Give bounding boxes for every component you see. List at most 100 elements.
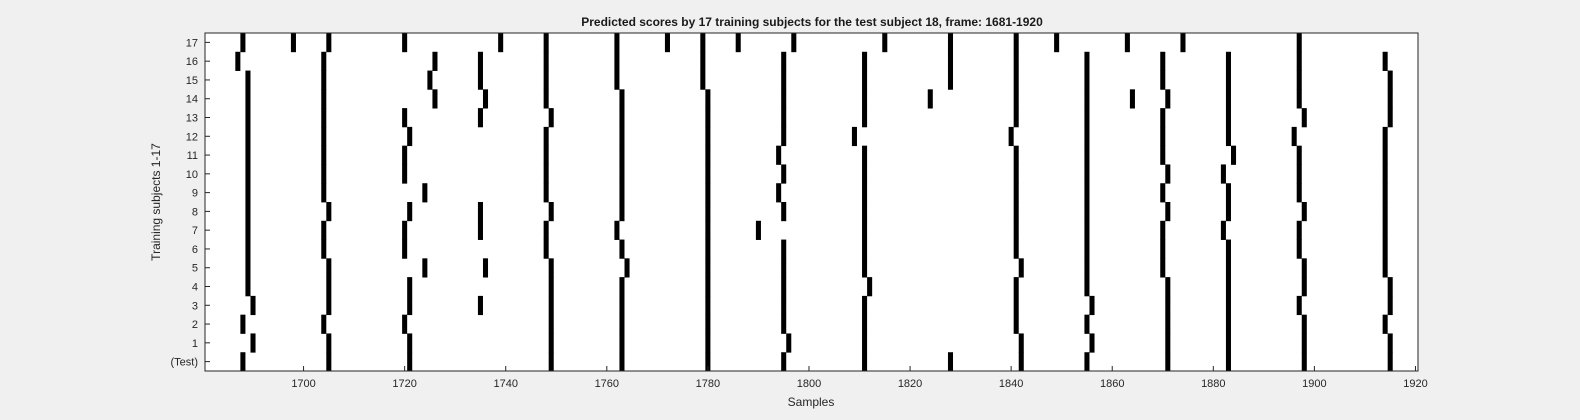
score-mark — [245, 145, 251, 165]
score-mark — [321, 183, 327, 203]
score-mark — [245, 239, 251, 259]
score-mark — [1231, 145, 1237, 165]
score-mark — [862, 239, 868, 259]
score-mark — [619, 126, 625, 147]
score-mark — [245, 126, 251, 147]
score-mark — [705, 295, 711, 316]
score-mark — [867, 277, 873, 297]
score-mark — [1382, 164, 1388, 184]
score-mark — [862, 164, 868, 184]
y-tick-label: 1 — [192, 338, 198, 350]
score-mark — [1084, 352, 1090, 372]
score-mark — [619, 145, 625, 165]
x-tick-label: 1800 — [797, 378, 821, 390]
chart-marks — [235, 33, 1393, 372]
score-mark — [1084, 126, 1090, 147]
score-mark — [1296, 239, 1302, 259]
score-mark — [1296, 51, 1302, 71]
score-mark — [705, 108, 711, 128]
score-mark — [862, 352, 868, 372]
y-tick-label: 9 — [192, 188, 198, 200]
y-tick-label: 4 — [192, 282, 198, 294]
score-mark — [1160, 239, 1166, 259]
score-mark — [543, 51, 549, 71]
y-tick-label: 8 — [192, 206, 198, 218]
score-mark — [1301, 352, 1307, 372]
score-mark — [1225, 183, 1231, 203]
score-mark — [862, 333, 868, 353]
score-mark — [1301, 108, 1307, 128]
x-tick-label: 1860 — [1100, 378, 1124, 390]
score-mark — [245, 70, 251, 90]
score-mark — [1165, 352, 1171, 372]
score-mark — [1013, 202, 1019, 222]
score-mark — [1054, 33, 1060, 53]
score-mark — [402, 33, 408, 53]
score-mark — [619, 277, 625, 297]
score-mark — [776, 183, 782, 203]
score-mark — [755, 220, 761, 240]
score-mark — [1084, 202, 1090, 222]
score-mark — [862, 89, 868, 109]
score-mark — [862, 258, 868, 278]
y-tick-label: 6 — [192, 244, 198, 256]
score-mark — [543, 145, 549, 165]
score-mark — [235, 51, 241, 71]
score-mark — [781, 277, 787, 297]
y-tick-label: 16 — [186, 56, 198, 68]
score-mark — [781, 108, 787, 128]
x-tick-label: 1920 — [1403, 378, 1427, 390]
score-mark — [1013, 164, 1019, 184]
score-mark — [1382, 145, 1388, 165]
score-mark — [321, 220, 327, 240]
score-mark — [482, 258, 489, 278]
score-mark — [498, 33, 504, 53]
score-mark — [781, 126, 787, 147]
score-mark — [781, 89, 787, 109]
score-mark — [1160, 108, 1166, 128]
plot-area — [205, 33, 1418, 371]
score-mark — [781, 51, 787, 71]
score-mark — [1165, 295, 1171, 316]
score-mark — [614, 33, 620, 53]
score-mark — [1382, 126, 1388, 147]
score-mark — [781, 295, 787, 316]
score-mark — [1013, 220, 1019, 240]
score-mark — [1382, 202, 1388, 222]
score-mark — [1382, 220, 1388, 240]
score-mark — [477, 295, 483, 316]
score-mark — [862, 145, 868, 165]
score-mark — [548, 352, 554, 372]
score-mark — [422, 258, 428, 278]
score-mark — [1291, 126, 1297, 147]
score-mark — [1296, 295, 1302, 316]
score-mark — [1084, 164, 1090, 184]
y-tick-label: (Test) — [171, 357, 199, 369]
score-mark — [1084, 51, 1090, 71]
score-mark — [705, 239, 711, 259]
score-mark — [1225, 295, 1231, 316]
score-mark — [250, 333, 256, 353]
score-mark — [245, 108, 251, 128]
score-mark — [548, 277, 554, 297]
score-mark — [1296, 33, 1302, 53]
score-mark — [477, 108, 483, 128]
score-mark — [1084, 220, 1090, 240]
score-mark — [548, 333, 554, 353]
y-tick-label: 17 — [186, 37, 198, 49]
score-mark — [407, 295, 413, 316]
score-mark — [326, 295, 332, 316]
score-mark — [1220, 220, 1226, 240]
y-tick-label: 11 — [187, 150, 198, 162]
score-mark — [1382, 51, 1388, 71]
score-mark — [245, 220, 251, 240]
score-mark — [326, 333, 332, 353]
score-mark — [614, 220, 620, 240]
x-tick-label: 1900 — [1302, 378, 1326, 390]
score-mark — [862, 108, 868, 128]
score-mark — [1225, 239, 1231, 259]
score-mark — [862, 314, 868, 334]
score-mark — [1296, 70, 1302, 90]
